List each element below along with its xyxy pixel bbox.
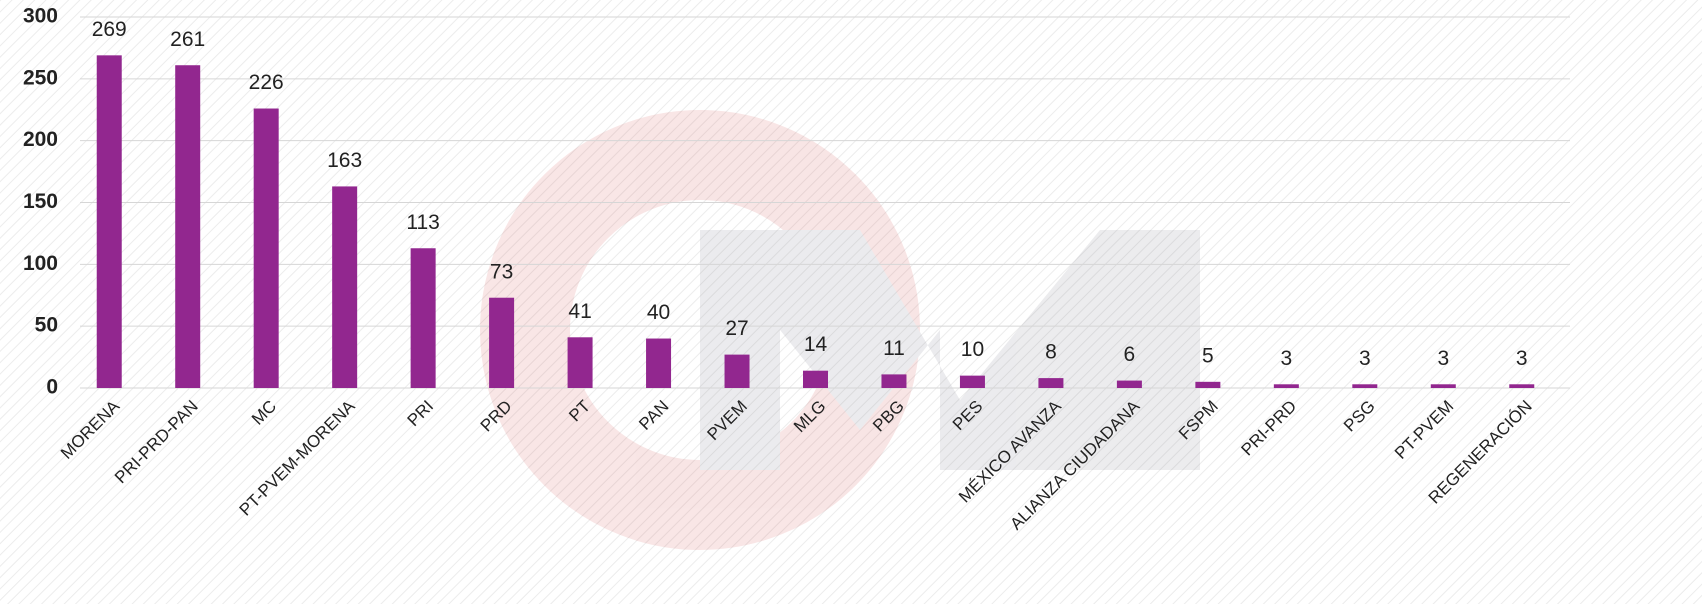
y-tick-label: 300 [23,5,58,28]
value-label: 261 [170,28,205,51]
bar [1273,384,1299,388]
bar [1430,384,1456,388]
value-label: 6 [1124,343,1136,366]
y-tick-label: 50 [35,314,58,337]
bar [253,108,279,388]
y-tick-label: 150 [23,190,58,213]
y-tick-label: 250 [23,66,58,89]
bar [959,375,985,388]
y-tick-label: 200 [23,128,58,151]
value-label: 3 [1437,347,1449,370]
value-label: 73 [490,260,513,283]
value-label: 269 [92,18,127,41]
watermark [480,110,1200,550]
value-label: 40 [647,301,670,324]
value-label: 8 [1045,341,1057,364]
value-label: 14 [804,333,828,356]
y-tick-label: 0 [46,376,58,399]
value-label: 3 [1516,347,1528,370]
bar [489,297,515,388]
value-label: 226 [249,71,284,94]
value-label: 113 [406,211,439,234]
value-label: 10 [961,338,984,361]
bar [1038,378,1064,388]
value-label: 3 [1359,347,1371,370]
bar [567,337,593,388]
value-label: 5 [1202,344,1214,367]
bar [96,55,122,388]
value-label: 41 [568,300,591,323]
value-label: 163 [327,149,362,172]
value-label: 27 [725,317,748,340]
y-tick-label: 100 [23,252,58,275]
value-label: 3 [1280,347,1292,370]
bar [1116,380,1142,388]
bar [881,374,907,388]
bar [175,65,201,388]
bar [1509,384,1535,388]
bar [1352,384,1378,388]
bar [803,370,828,388]
bar [724,354,750,388]
value-label: 11 [883,337,905,360]
bar [646,338,672,388]
bar [1195,381,1221,388]
bar [410,248,436,388]
bar [332,186,358,388]
